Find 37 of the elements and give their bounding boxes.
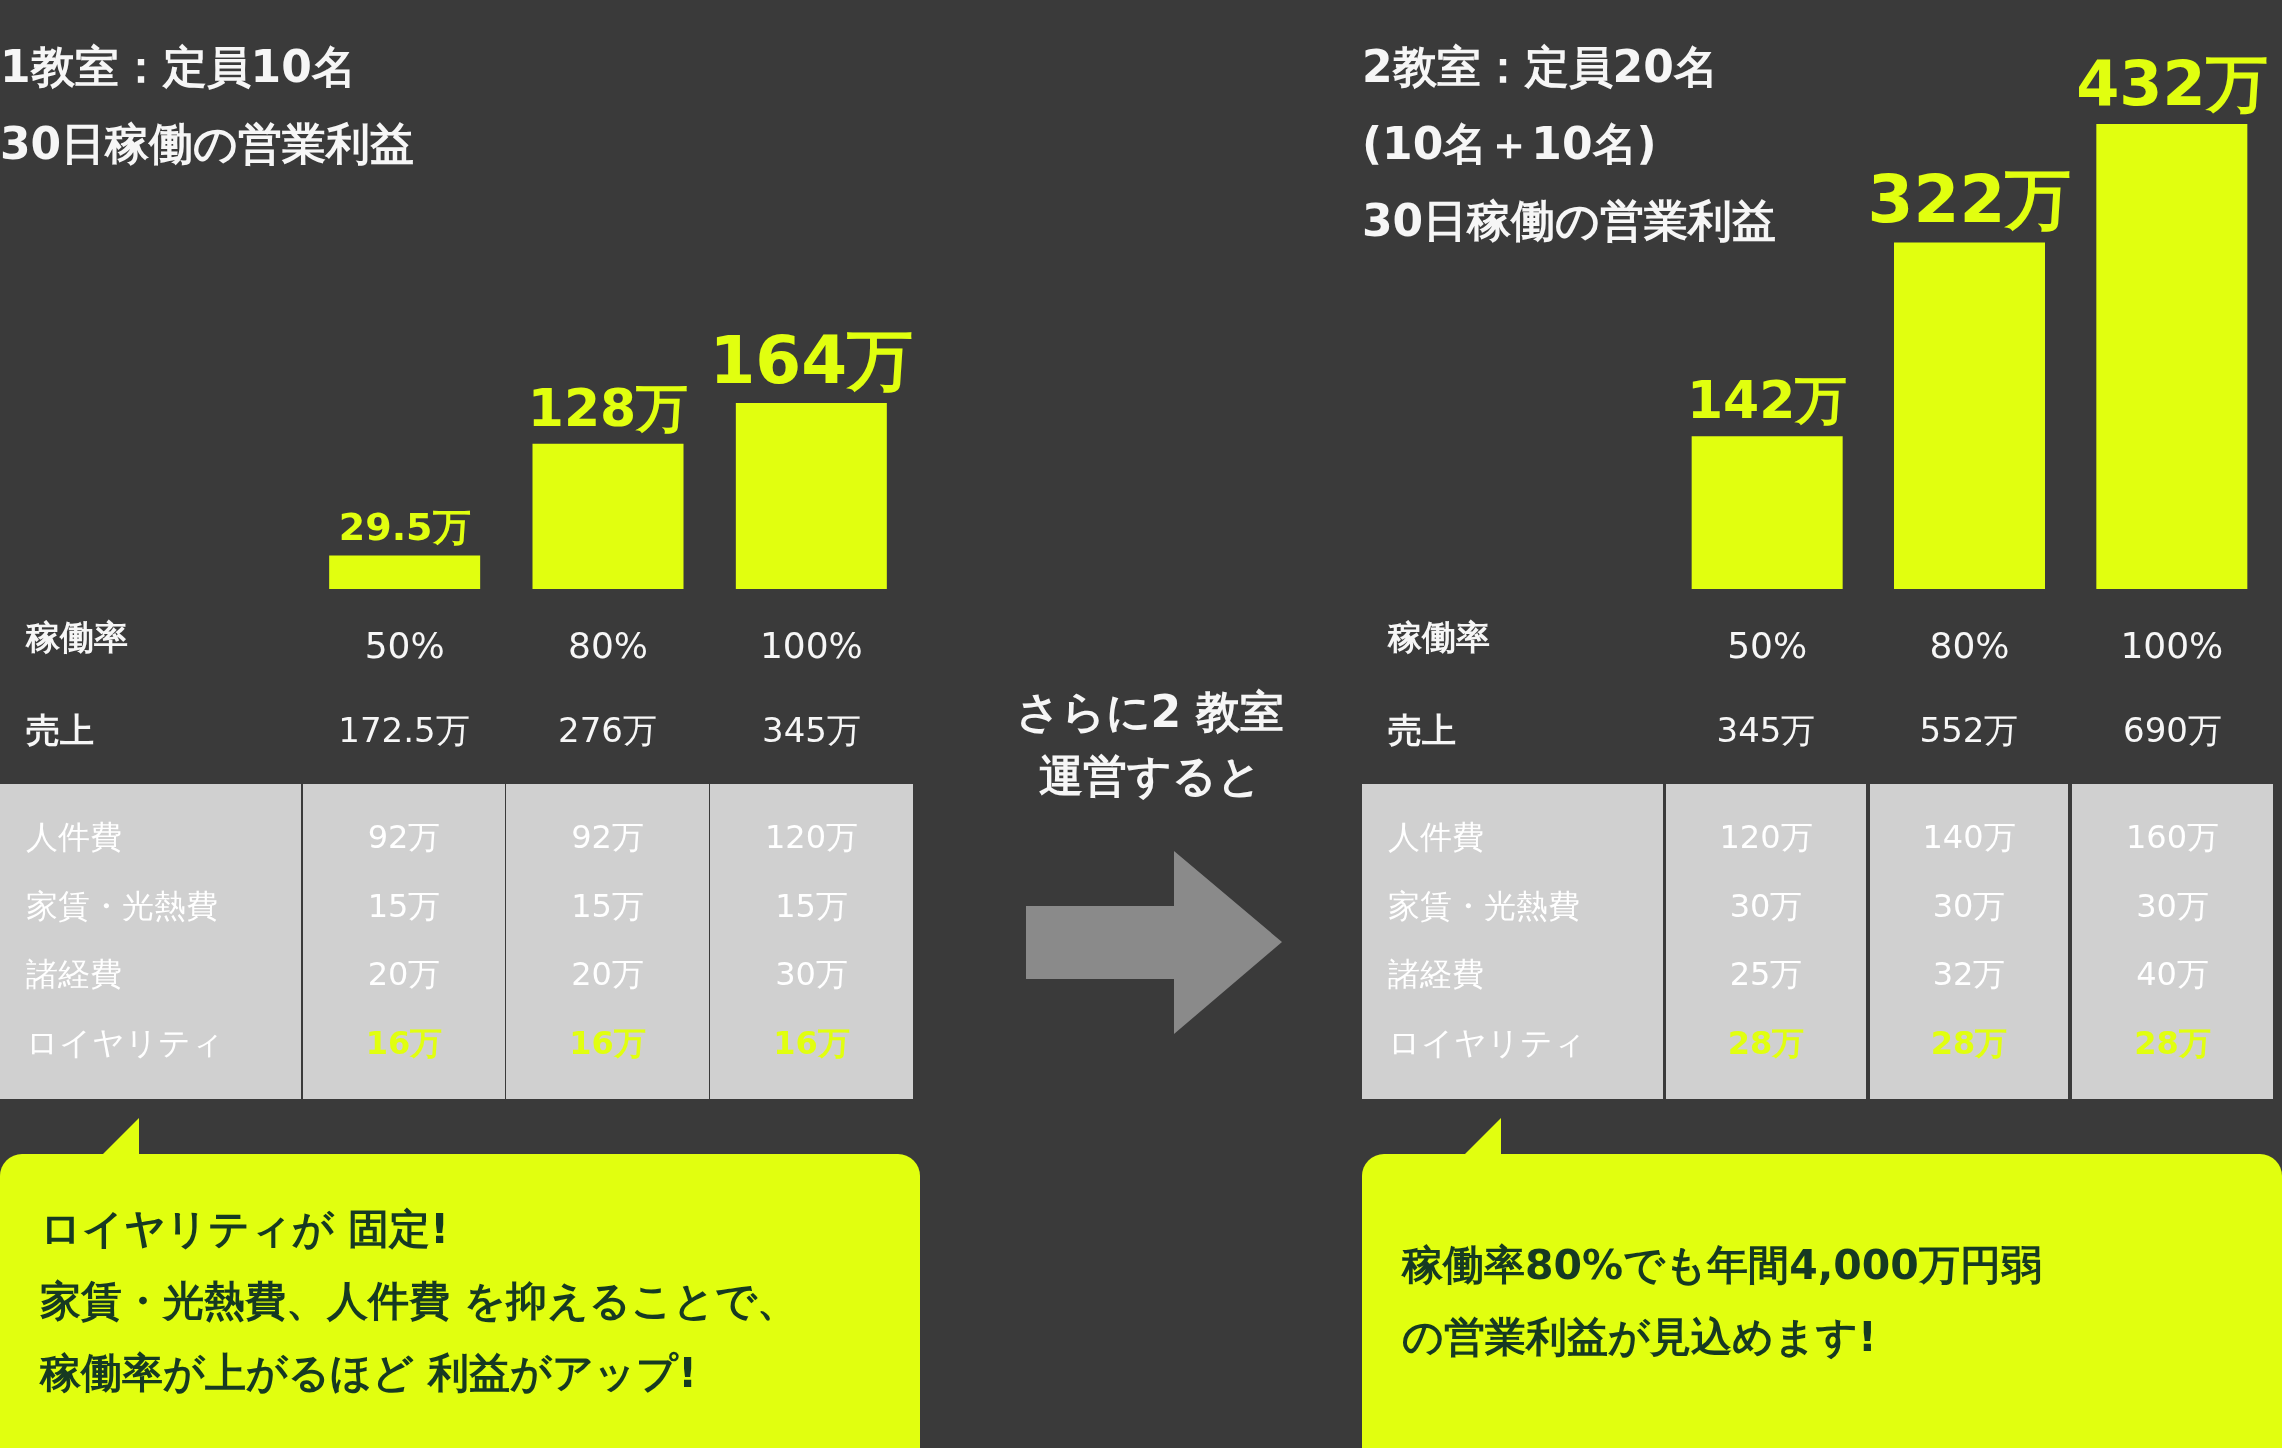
text: さらに2 教室 — [1014, 685, 1286, 739]
text: 売上 — [1388, 709, 1456, 752]
x-tick-label: 100% — [2120, 624, 2224, 666]
text: 16万 — [364, 1023, 444, 1064]
text: 552万 — [1918, 709, 2020, 752]
text: 16万 — [568, 1023, 647, 1064]
x-tick-label: 50% — [364, 624, 445, 666]
data-label: 128万 — [527, 377, 689, 438]
text: ロイヤリティが 固定! — [40, 1204, 450, 1255]
text: 稼働率が上がるほど 利益がアップ! — [40, 1348, 698, 1399]
x-tick-label: 100% — [759, 624, 863, 666]
text: 172.5万 — [337, 709, 471, 752]
text: 売上 — [26, 709, 94, 752]
text: 345万 — [761, 709, 862, 752]
text: 345万 — [1715, 709, 1817, 752]
data-label: 322万 — [1867, 160, 2072, 238]
data-label: 29.5万 — [338, 504, 471, 549]
chart-title: 1教室：定員10名 30日稼働の営業利益 — [0, 40, 415, 171]
x-tick-label: 50% — [1727, 624, 1808, 666]
text: 690万 — [2122, 709, 2223, 752]
text: 稼働率80%でも年間4,000万円弱 — [1402, 1240, 2042, 1291]
x-axis-title: 稼働率 — [1388, 616, 1490, 659]
x-tick-label: 80% — [1929, 624, 2010, 666]
text: 運営すると — [1037, 749, 1263, 803]
chart-title: 2教室：定員20名 (10名＋10名) 30日稼働の営業利益 — [1362, 40, 1777, 248]
text: 28万 — [1929, 1023, 2009, 1064]
text: の営業利益が見込めます! — [1402, 1312, 1878, 1363]
data-label: 164万 — [709, 321, 914, 399]
text: 276万 — [557, 709, 658, 752]
text: 16万 — [772, 1023, 851, 1064]
x-axis-title: 稼働率 — [26, 616, 128, 659]
data-label: 432万 — [2076, 46, 2268, 120]
text: 28万 — [2133, 1023, 2212, 1064]
data-label: 142万 — [1686, 370, 1848, 431]
text: 家賃・光熱費、人件費 を抑えることで、 — [40, 1276, 799, 1327]
x-tick-label: 80% — [567, 624, 649, 666]
text: 28万 — [1726, 1023, 1806, 1064]
